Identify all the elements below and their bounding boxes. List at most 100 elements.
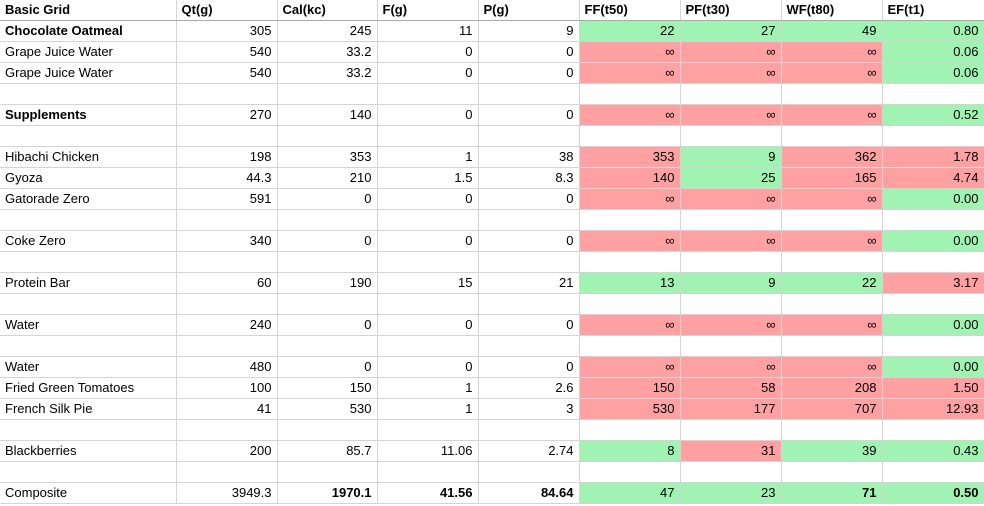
cell[interactable]: 1 xyxy=(377,398,479,420)
cell-pass[interactable]: 27 xyxy=(680,20,782,42)
cell-fail[interactable]: 140 xyxy=(579,167,681,189)
header-cell-basic-grid[interactable]: Basic Grid xyxy=(0,0,177,21)
cell[interactable] xyxy=(277,125,378,147)
cell-fail[interactable]: 208 xyxy=(781,377,883,399)
cell[interactable] xyxy=(781,293,883,315)
cell[interactable] xyxy=(680,293,782,315)
header-cell-ff[interactable]: FF(t50) xyxy=(579,0,681,21)
cell-fail[interactable]: ∞ xyxy=(781,230,883,252)
header-cell-cal[interactable]: Cal(kc) xyxy=(277,0,378,21)
cell[interactable]: 353 xyxy=(277,146,378,168)
row-label-cell[interactable] xyxy=(0,125,177,147)
cell-pass[interactable]: 22 xyxy=(781,272,883,294)
row-label-cell[interactable]: Gatorade Zero xyxy=(0,188,177,210)
row-label-cell[interactable] xyxy=(0,209,177,231)
cell-pass[interactable]: 0.50 xyxy=(882,482,984,504)
cell[interactable]: 44.3 xyxy=(176,167,278,189)
cell-fail[interactable]: ∞ xyxy=(781,41,883,63)
cell-fail[interactable]: ∞ xyxy=(680,314,782,336)
cell[interactable] xyxy=(781,83,883,105)
row-label-cell[interactable]: Water xyxy=(0,314,177,336)
row-label-cell[interactable] xyxy=(0,419,177,441)
cell[interactable] xyxy=(680,335,782,357)
cell[interactable] xyxy=(377,293,479,315)
cell-fail[interactable]: ∞ xyxy=(579,230,681,252)
cell[interactable]: 0 xyxy=(478,41,580,63)
row-label-cell[interactable]: Fried Green Tomatoes xyxy=(0,377,177,399)
cell-pass[interactable]: 23 xyxy=(680,482,782,504)
cell-pass[interactable]: 9 xyxy=(680,146,782,168)
cell-pass[interactable]: 49 xyxy=(781,20,883,42)
cell[interactable] xyxy=(176,293,278,315)
cell[interactable]: 0 xyxy=(277,230,378,252)
cell[interactable] xyxy=(579,251,681,273)
cell-fail[interactable]: 58 xyxy=(680,377,782,399)
cell[interactable]: 0 xyxy=(478,188,580,210)
cell[interactable]: 245 xyxy=(277,20,378,42)
cell-fail[interactable]: ∞ xyxy=(579,356,681,378)
cell-fail[interactable]: 4.74 xyxy=(882,167,984,189)
cell[interactable] xyxy=(176,461,278,483)
cell[interactable] xyxy=(882,209,984,231)
cell[interactable]: 1 xyxy=(377,146,479,168)
row-label-cell[interactable]: French Silk Pie xyxy=(0,398,177,420)
cell[interactable] xyxy=(882,125,984,147)
cell-fail[interactable]: 1.50 xyxy=(882,377,984,399)
cell[interactable] xyxy=(377,83,479,105)
cell-pass[interactable]: 0.80 xyxy=(882,20,984,42)
row-label-cell[interactable]: Chocolate Oatmeal xyxy=(0,20,177,42)
row-label-cell[interactable]: Blackberries xyxy=(0,440,177,462)
cell[interactable] xyxy=(579,335,681,357)
cell[interactable]: 15 xyxy=(377,272,479,294)
cell[interactable] xyxy=(377,209,479,231)
cell[interactable] xyxy=(277,335,378,357)
cell-fail[interactable]: ∞ xyxy=(680,62,782,84)
cell[interactable]: 140 xyxy=(277,104,378,126)
header-cell-p[interactable]: P(g) xyxy=(478,0,580,21)
cell[interactable]: 100 xyxy=(176,377,278,399)
cell[interactable] xyxy=(277,209,378,231)
cell-pass[interactable]: 0.43 xyxy=(882,440,984,462)
cell-fail[interactable]: 31 xyxy=(680,440,782,462)
cell[interactable] xyxy=(781,125,883,147)
cell[interactable]: 480 xyxy=(176,356,278,378)
cell[interactable] xyxy=(579,83,681,105)
cell-fail[interactable]: ∞ xyxy=(579,188,681,210)
cell-fail[interactable]: ∞ xyxy=(781,188,883,210)
cell[interactable]: 198 xyxy=(176,146,278,168)
cell[interactable]: 0 xyxy=(478,62,580,84)
cell-pass[interactable]: 13 xyxy=(579,272,681,294)
cell[interactable]: 8.3 xyxy=(478,167,580,189)
cell[interactable]: 540 xyxy=(176,41,278,63)
header-cell-qt[interactable]: Qt(g) xyxy=(176,0,278,21)
cell-fail[interactable]: 177 xyxy=(680,398,782,420)
row-label-cell[interactable]: Protein Bar xyxy=(0,272,177,294)
cell[interactable]: 340 xyxy=(176,230,278,252)
cell[interactable] xyxy=(176,251,278,273)
cell-fail[interactable]: ∞ xyxy=(781,62,883,84)
cell[interactable] xyxy=(176,83,278,105)
cell-pass[interactable]: 0.00 xyxy=(882,230,984,252)
cell[interactable]: 270 xyxy=(176,104,278,126)
cell[interactable]: 3949.3 xyxy=(176,482,278,504)
cell-pass[interactable]: 0.06 xyxy=(882,41,984,63)
cell[interactable] xyxy=(781,419,883,441)
cell[interactable] xyxy=(579,461,681,483)
cell[interactable]: 591 xyxy=(176,188,278,210)
cell[interactable]: 1970.1 xyxy=(277,482,378,504)
cell-fail[interactable]: ∞ xyxy=(781,104,883,126)
row-label-cell[interactable]: Composite xyxy=(0,482,177,504)
cell[interactable]: 0 xyxy=(478,356,580,378)
cell[interactable] xyxy=(680,209,782,231)
cell[interactable]: 0 xyxy=(377,314,479,336)
cell[interactable]: 41 xyxy=(176,398,278,420)
cell[interactable] xyxy=(377,419,479,441)
cell[interactable] xyxy=(277,461,378,483)
cell-pass[interactable]: 0.06 xyxy=(882,62,984,84)
cell[interactable]: 2.6 xyxy=(478,377,580,399)
cell[interactable] xyxy=(781,461,883,483)
cell[interactable]: 0 xyxy=(277,188,378,210)
row-label-cell[interactable] xyxy=(0,335,177,357)
row-label-cell[interactable]: Grape Juice Water xyxy=(0,62,177,84)
cell-fail[interactable]: ∞ xyxy=(680,41,782,63)
